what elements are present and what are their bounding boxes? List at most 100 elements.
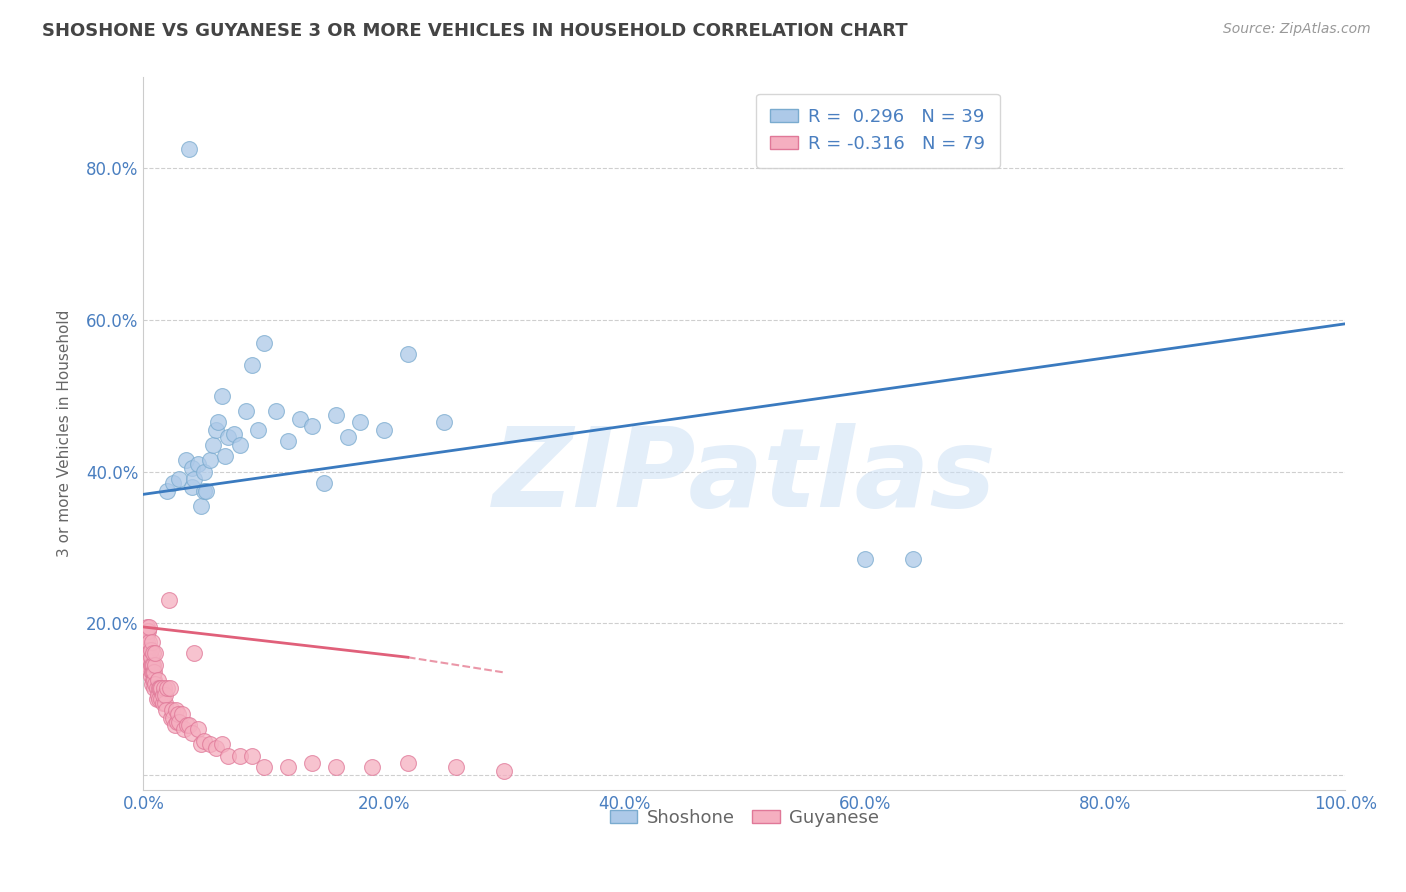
Point	[163, 718, 186, 732]
Point	[139, 642, 162, 657]
Point	[165, 703, 187, 717]
Point	[145, 657, 167, 672]
Point	[153, 696, 176, 710]
Text: SHOSHONE VS GUYANESE 3 OR MORE VEHICLES IN HOUSEHOLD CORRELATION CHART: SHOSHONE VS GUYANESE 3 OR MORE VEHICLES …	[42, 22, 908, 40]
Point	[138, 654, 160, 668]
Point	[217, 430, 239, 444]
Point	[136, 624, 159, 638]
Point	[142, 647, 165, 661]
Point	[170, 707, 193, 722]
Point	[288, 411, 311, 425]
Point	[153, 688, 176, 702]
Point	[193, 733, 215, 747]
Point	[349, 415, 371, 429]
Point	[180, 726, 202, 740]
Point	[139, 657, 162, 672]
Point	[167, 707, 190, 722]
Point	[139, 650, 162, 665]
Point	[146, 688, 169, 702]
Point	[136, 657, 159, 672]
Point	[148, 681, 170, 695]
Point	[136, 635, 159, 649]
Point	[211, 389, 233, 403]
Point	[853, 551, 876, 566]
Point	[142, 673, 165, 687]
Point	[277, 434, 299, 449]
Point	[193, 483, 215, 498]
Point	[214, 450, 236, 464]
Point	[160, 711, 183, 725]
Point	[264, 404, 287, 418]
Point	[141, 657, 163, 672]
Point	[138, 647, 160, 661]
Point	[150, 681, 173, 695]
Point	[155, 703, 177, 717]
Point	[162, 475, 184, 490]
Point	[253, 335, 276, 350]
Point	[162, 703, 184, 717]
Point	[360, 760, 382, 774]
Point	[177, 143, 200, 157]
Point	[222, 426, 245, 441]
Point	[228, 748, 250, 763]
Point	[183, 647, 205, 661]
Point	[301, 756, 323, 771]
Point	[202, 438, 225, 452]
Point	[156, 681, 179, 695]
Point	[190, 738, 212, 752]
Point	[138, 635, 160, 649]
Point	[159, 681, 181, 695]
Point	[901, 551, 924, 566]
Point	[152, 688, 174, 702]
Point	[139, 669, 162, 683]
Point	[396, 756, 419, 771]
Point	[325, 408, 347, 422]
Point	[136, 627, 159, 641]
Point	[173, 723, 195, 737]
Point	[433, 415, 456, 429]
Point	[444, 760, 467, 774]
Text: ZIPatlas: ZIPatlas	[492, 423, 997, 530]
Point	[194, 483, 217, 498]
Point	[373, 423, 395, 437]
Text: Source: ZipAtlas.com: Source: ZipAtlas.com	[1223, 22, 1371, 37]
Point	[186, 457, 208, 471]
Point	[277, 760, 299, 774]
Point	[240, 748, 263, 763]
Point	[138, 662, 160, 676]
Point	[142, 657, 165, 672]
Point	[143, 681, 166, 695]
Point	[162, 711, 184, 725]
Point	[253, 760, 276, 774]
Point	[143, 665, 166, 680]
Point	[240, 359, 263, 373]
Point	[152, 696, 174, 710]
Point	[174, 453, 197, 467]
Point	[396, 347, 419, 361]
Point	[190, 499, 212, 513]
Point	[204, 423, 226, 437]
Point	[228, 438, 250, 452]
Point	[177, 718, 200, 732]
Point	[141, 635, 163, 649]
Point	[166, 714, 188, 729]
Point	[492, 764, 515, 778]
Point	[150, 692, 173, 706]
Point	[183, 472, 205, 486]
Point	[145, 677, 167, 691]
Point	[142, 665, 165, 680]
Point	[180, 480, 202, 494]
Point	[193, 465, 215, 479]
Point	[235, 404, 257, 418]
Point	[169, 472, 191, 486]
Point	[301, 419, 323, 434]
Point	[136, 620, 159, 634]
Point	[145, 681, 167, 695]
Point	[153, 681, 176, 695]
Point	[325, 760, 347, 774]
Point	[156, 483, 179, 498]
Point	[176, 718, 198, 732]
Point	[211, 738, 233, 752]
Point	[180, 460, 202, 475]
Point	[138, 620, 160, 634]
